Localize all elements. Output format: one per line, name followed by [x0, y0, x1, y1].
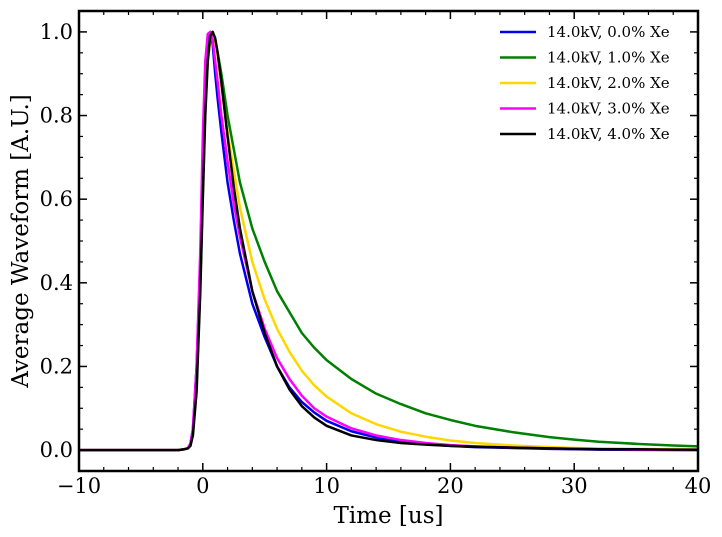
ticks-layer: −10 0 10 20 30 40 0.0 0.2 0.4 0.6 0.8 1.0 [40, 10, 712, 498]
x-tick-label: 40 [685, 474, 712, 498]
y-axis-label: Average Waveform [A.U.] [8, 94, 34, 389]
x-axis-label: Time [us] [334, 503, 444, 529]
x-tick-label: 0 [196, 474, 209, 498]
legend-label-4: 14.0kV, 4.0% Xe [547, 125, 670, 143]
x-tick-label: −10 [57, 474, 101, 498]
series-line-2 [79, 30, 698, 452]
y-tick-label: 1.0 [40, 20, 73, 44]
legend-label-2: 14.0kV, 2.0% Xe [547, 74, 670, 92]
y-tick-label: 0.0 [40, 438, 73, 462]
y-tick-label: 0.2 [40, 354, 73, 378]
x-tick-label: 20 [437, 474, 464, 498]
x-tick-label: 30 [561, 474, 588, 498]
legend-label-0: 14.0kV, 0.0% Xe [547, 23, 670, 41]
series-line-4 [79, 30, 698, 452]
x-tick-label: 10 [313, 474, 340, 498]
legend-label-1: 14.0kV, 1.0% Xe [547, 49, 670, 67]
series-layer [79, 30, 698, 452]
y-tick-label: 0.8 [40, 104, 73, 128]
legend: 14.0kV, 0.0% Xe 14.0kV, 1.0% Xe 14.0kV, 2.… [500, 23, 670, 143]
y-tick-label: 0.6 [40, 187, 73, 211]
plot-frame [77, 9, 700, 473]
y-tick-label: 0.4 [40, 271, 73, 295]
series-line-1 [79, 30, 698, 452]
legend-label-3: 14.0kV, 3.0% Xe [547, 100, 670, 118]
series-line-3 [79, 30, 698, 452]
series-line-0 [79, 30, 698, 452]
